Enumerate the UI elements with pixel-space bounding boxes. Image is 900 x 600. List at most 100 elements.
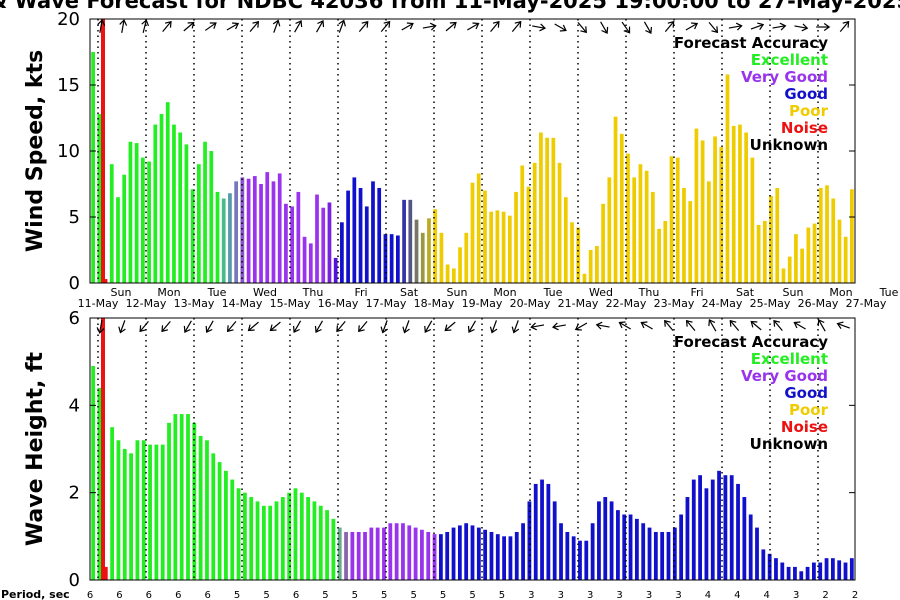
direction-arrow: [358, 321, 368, 333]
data-bar: [812, 562, 816, 580]
legend-item: Unknown: [750, 435, 828, 453]
direction-arrow: [793, 321, 806, 330]
direction-arrow: [511, 20, 522, 32]
date-label: 22-May: [606, 297, 647, 310]
data-bar: [719, 147, 724, 283]
data-bar: [565, 531, 570, 580]
arrow-head: [295, 20, 303, 28]
data-bar: [663, 220, 668, 283]
data-bar: [287, 492, 292, 580]
arrow-shaft: [404, 320, 410, 332]
arrow-shaft: [772, 25, 785, 29]
direction-arrow: [315, 20, 325, 33]
data-bar: [850, 189, 854, 283]
arrow-shaft: [142, 21, 147, 33]
data-bar: [713, 136, 717, 283]
data-bar: [644, 170, 649, 283]
data-bar: [382, 527, 386, 580]
arrow-shaft: [337, 321, 346, 331]
period-value: 5: [469, 590, 475, 600]
data-bar: [445, 531, 450, 580]
arrow-head: [691, 22, 699, 30]
data-bar: [274, 501, 279, 580]
arrow-head: [226, 325, 234, 333]
direction-arrow: [618, 321, 631, 330]
data-bar: [470, 525, 475, 580]
data-bar: [249, 497, 254, 580]
arrow-head: [511, 326, 520, 334]
data-bar: [321, 207, 326, 283]
direction-arrow: [380, 20, 391, 32]
date-label: 17-May: [366, 297, 407, 310]
arrow-head: [119, 19, 128, 26]
legend-item: Good: [784, 384, 828, 402]
date-label: 16-May: [318, 297, 359, 310]
period-value: 5: [440, 590, 446, 600]
arrow-shaft: [273, 21, 279, 33]
data-bar: [333, 257, 338, 283]
direction-arrow: [595, 321, 610, 330]
arrow-shaft: [226, 23, 238, 31]
direction-arrow: [489, 320, 498, 334]
arrow-head: [380, 326, 389, 334]
direction-arrow: [401, 22, 414, 31]
data-bar: [178, 132, 183, 283]
data-bar: [110, 427, 115, 580]
date-label: 11-May: [78, 297, 119, 310]
data-bar: [476, 173, 481, 283]
data-bar: [414, 219, 419, 283]
data-bar: [616, 510, 620, 580]
period-value: 5: [322, 590, 328, 600]
data-bar: [205, 440, 209, 580]
data-bar: [236, 488, 241, 580]
arrow-head: [358, 325, 365, 333]
arrow-head: [449, 21, 457, 29]
direction-arrow: [402, 320, 410, 334]
arrow-shaft: [380, 22, 390, 32]
data-bar: [371, 181, 375, 283]
y-tick-label: 0: [69, 570, 80, 591]
data-bar: [217, 462, 222, 580]
data-bar: [103, 566, 108, 580]
day-label: Mon: [493, 286, 516, 299]
data-bar: [268, 505, 273, 580]
data-bar: [407, 525, 412, 580]
data-bar: [679, 514, 684, 580]
arrow-shaft: [750, 24, 763, 30]
date-label: 20-May: [510, 297, 551, 310]
arrow-head: [161, 325, 169, 333]
arrow-shaft: [445, 321, 456, 331]
data-bar: [198, 435, 203, 580]
direction-arrow: [530, 322, 545, 331]
arrow-head: [601, 26, 609, 34]
direction-arrow: [204, 22, 217, 31]
arrow-head: [361, 20, 369, 28]
arrow-shaft: [664, 22, 674, 32]
data-bar: [420, 529, 424, 580]
arrow-head: [623, 26, 631, 34]
legend-item: Noise: [781, 418, 828, 436]
data-bar: [688, 201, 693, 283]
data-bar: [669, 156, 674, 283]
arrow-shaft: [294, 320, 302, 332]
data-bar: [141, 157, 145, 283]
data-bar: [723, 475, 728, 580]
direction-arrow: [643, 21, 653, 34]
data-bar: [135, 440, 140, 580]
data-bar: [742, 497, 747, 580]
day-label: Mon: [829, 286, 852, 299]
data-bar: [445, 264, 450, 283]
data-bar: [571, 536, 576, 580]
direction-arrow: [183, 21, 195, 32]
data-bar: [787, 256, 792, 283]
direction-arrow: [467, 22, 480, 31]
data-bar: [420, 232, 425, 283]
data-bar: [806, 227, 811, 283]
data-bar: [160, 444, 165, 580]
arrow-head: [406, 22, 414, 30]
data-bar: [540, 479, 544, 580]
data-bar: [546, 483, 551, 580]
legend-item: Excellent: [751, 51, 828, 69]
data-bar: [837, 219, 842, 283]
